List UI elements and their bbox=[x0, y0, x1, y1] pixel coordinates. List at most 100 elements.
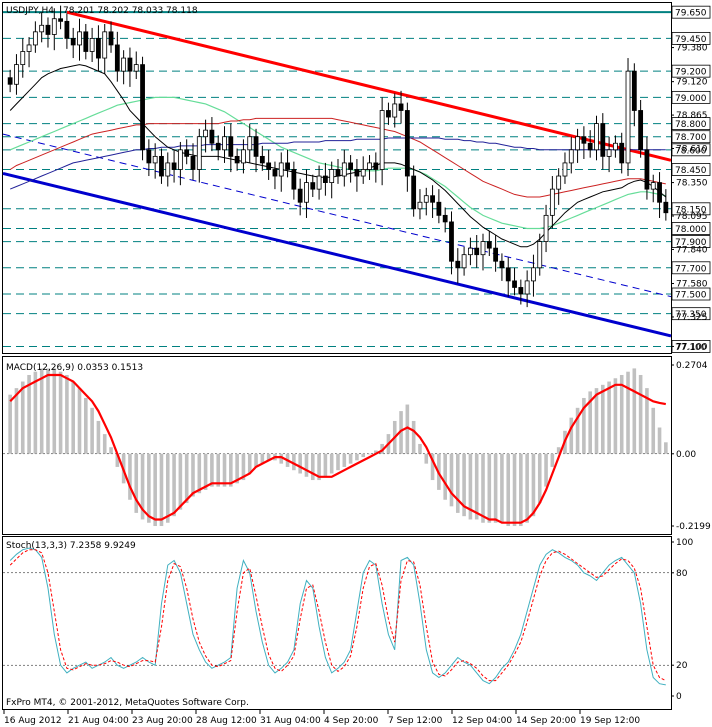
macd-signal-line bbox=[9, 373, 667, 524]
price-tick-label: 78.095 bbox=[676, 212, 708, 222]
candle-body bbox=[196, 136, 202, 170]
candle-body bbox=[493, 247, 499, 262]
level-label-box bbox=[671, 287, 711, 301]
level-label: 79.200 bbox=[675, 68, 707, 78]
level-label: 78.150 bbox=[675, 205, 707, 215]
candle-body bbox=[177, 149, 183, 170]
macd-histogram-bar bbox=[33, 371, 38, 454]
candle-body bbox=[417, 201, 423, 210]
candle-body bbox=[322, 175, 328, 183]
macd-histogram-bar bbox=[336, 453, 340, 471]
candle-body bbox=[316, 175, 322, 190]
macd-histogram-bar bbox=[109, 447, 113, 454]
macd-histogram-bar bbox=[380, 443, 384, 454]
candle-body bbox=[127, 57, 133, 72]
level-label-box bbox=[671, 307, 711, 321]
candle-body bbox=[480, 241, 486, 256]
time-tick-label: 12 Sep 04:00 bbox=[452, 716, 512, 726]
candle-body bbox=[51, 18, 57, 35]
macd-histogram-bar bbox=[512, 453, 517, 527]
candle-body bbox=[600, 123, 606, 157]
candle-body bbox=[562, 162, 568, 177]
candle-body bbox=[373, 162, 379, 170]
stoch-d-line bbox=[9, 549, 667, 682]
candle-body bbox=[644, 149, 650, 190]
time-tick-label: 23 Aug 20:00 bbox=[132, 716, 193, 726]
candle-body bbox=[140, 64, 145, 151]
candle-body bbox=[272, 169, 278, 177]
macd-histogram-bar bbox=[184, 453, 189, 504]
price-panel-frame bbox=[2, 2, 672, 354]
level-label: 77.900 bbox=[675, 238, 707, 248]
ma-blue-line bbox=[10, 137, 666, 190]
macd-chart bbox=[3, 368, 671, 527]
candle-body bbox=[467, 247, 473, 256]
macd-histogram-bar bbox=[537, 453, 542, 504]
macd-histogram-bar bbox=[569, 417, 574, 454]
candle-body bbox=[524, 280, 530, 295]
macd-histogram-bar bbox=[310, 453, 315, 481]
level-label: 78.450 bbox=[675, 166, 707, 176]
candle-body bbox=[663, 201, 669, 214]
macd-histogram-bar bbox=[582, 397, 586, 454]
macd-histogram-bar bbox=[304, 453, 309, 477]
level-label: 79.650 bbox=[675, 9, 707, 19]
candle-body bbox=[247, 136, 253, 151]
macd-histogram-bar bbox=[8, 394, 12, 454]
candle-body bbox=[398, 103, 404, 111]
price-tick-label: 78.865 bbox=[676, 111, 708, 121]
time-tick-label: 14 Sep 20:00 bbox=[516, 716, 576, 726]
macd-histogram-bar bbox=[462, 453, 466, 517]
macd-histogram-bar bbox=[329, 453, 334, 474]
level-label: 78.800 bbox=[675, 120, 707, 130]
time-tick-label: 4 Sep 20:00 bbox=[324, 716, 379, 726]
macd-histogram-bar bbox=[607, 381, 611, 454]
level-label-box bbox=[671, 163, 711, 176]
candle-body bbox=[190, 155, 196, 170]
level-label: 79.450 bbox=[675, 35, 707, 45]
candle-body bbox=[568, 149, 574, 164]
candle-body bbox=[89, 37, 95, 52]
ohlc-values: 78.201 78.202 78.033 78.118 bbox=[63, 6, 198, 16]
macd-histogram-bar bbox=[292, 453, 296, 471]
price-tick-label: 79.120 bbox=[676, 78, 708, 88]
macd-histogram-bar bbox=[58, 371, 63, 454]
candle-body bbox=[329, 169, 335, 183]
level-label-box bbox=[671, 90, 711, 104]
macd-histogram-bar bbox=[317, 453, 321, 481]
macd-histogram-bar bbox=[27, 374, 31, 454]
candle-body bbox=[64, 20, 70, 39]
macd-histogram-bar bbox=[39, 368, 44, 454]
candle-body bbox=[133, 64, 139, 72]
candle-body bbox=[549, 188, 555, 216]
macd-histogram-bar bbox=[531, 453, 536, 517]
axes: 79.650 79.450 79.200 79.000 78.800 78.700 78.6… bbox=[3, 5, 711, 726]
time-tick-label: 21 Aug 04:00 bbox=[68, 716, 129, 726]
macd-histogram-bar bbox=[575, 407, 580, 454]
macd-histogram-bar bbox=[134, 453, 139, 513]
stoch-tick-label: 20 bbox=[676, 661, 688, 671]
macd-histogram-bar bbox=[147, 453, 151, 523]
level-label: 78.700 bbox=[675, 133, 707, 143]
macd-histogram-bar bbox=[140, 453, 145, 520]
candle-body bbox=[58, 18, 63, 22]
candle-body bbox=[114, 44, 120, 72]
macd-histogram-bar bbox=[84, 397, 88, 454]
macd-histogram-bar bbox=[203, 453, 208, 490]
macd-histogram-bar bbox=[632, 368, 637, 454]
macd-tick-label: 0.00 bbox=[676, 450, 696, 460]
price-tick-label: 78.610 bbox=[676, 145, 708, 155]
macd-histogram-bar bbox=[468, 453, 473, 520]
macd-histogram-bar bbox=[172, 453, 176, 517]
macd-histogram-bar bbox=[556, 447, 561, 454]
macd-histogram-bar bbox=[216, 453, 221, 487]
macd-panel-frame bbox=[2, 356, 672, 535]
macd-histogram-bar bbox=[613, 378, 618, 454]
candle-body bbox=[215, 142, 221, 151]
candle-body bbox=[594, 123, 599, 151]
level-label-box bbox=[671, 117, 711, 130]
candle-body bbox=[411, 175, 417, 210]
candle-body bbox=[512, 280, 517, 288]
macd-histogram-bar bbox=[449, 453, 454, 507]
